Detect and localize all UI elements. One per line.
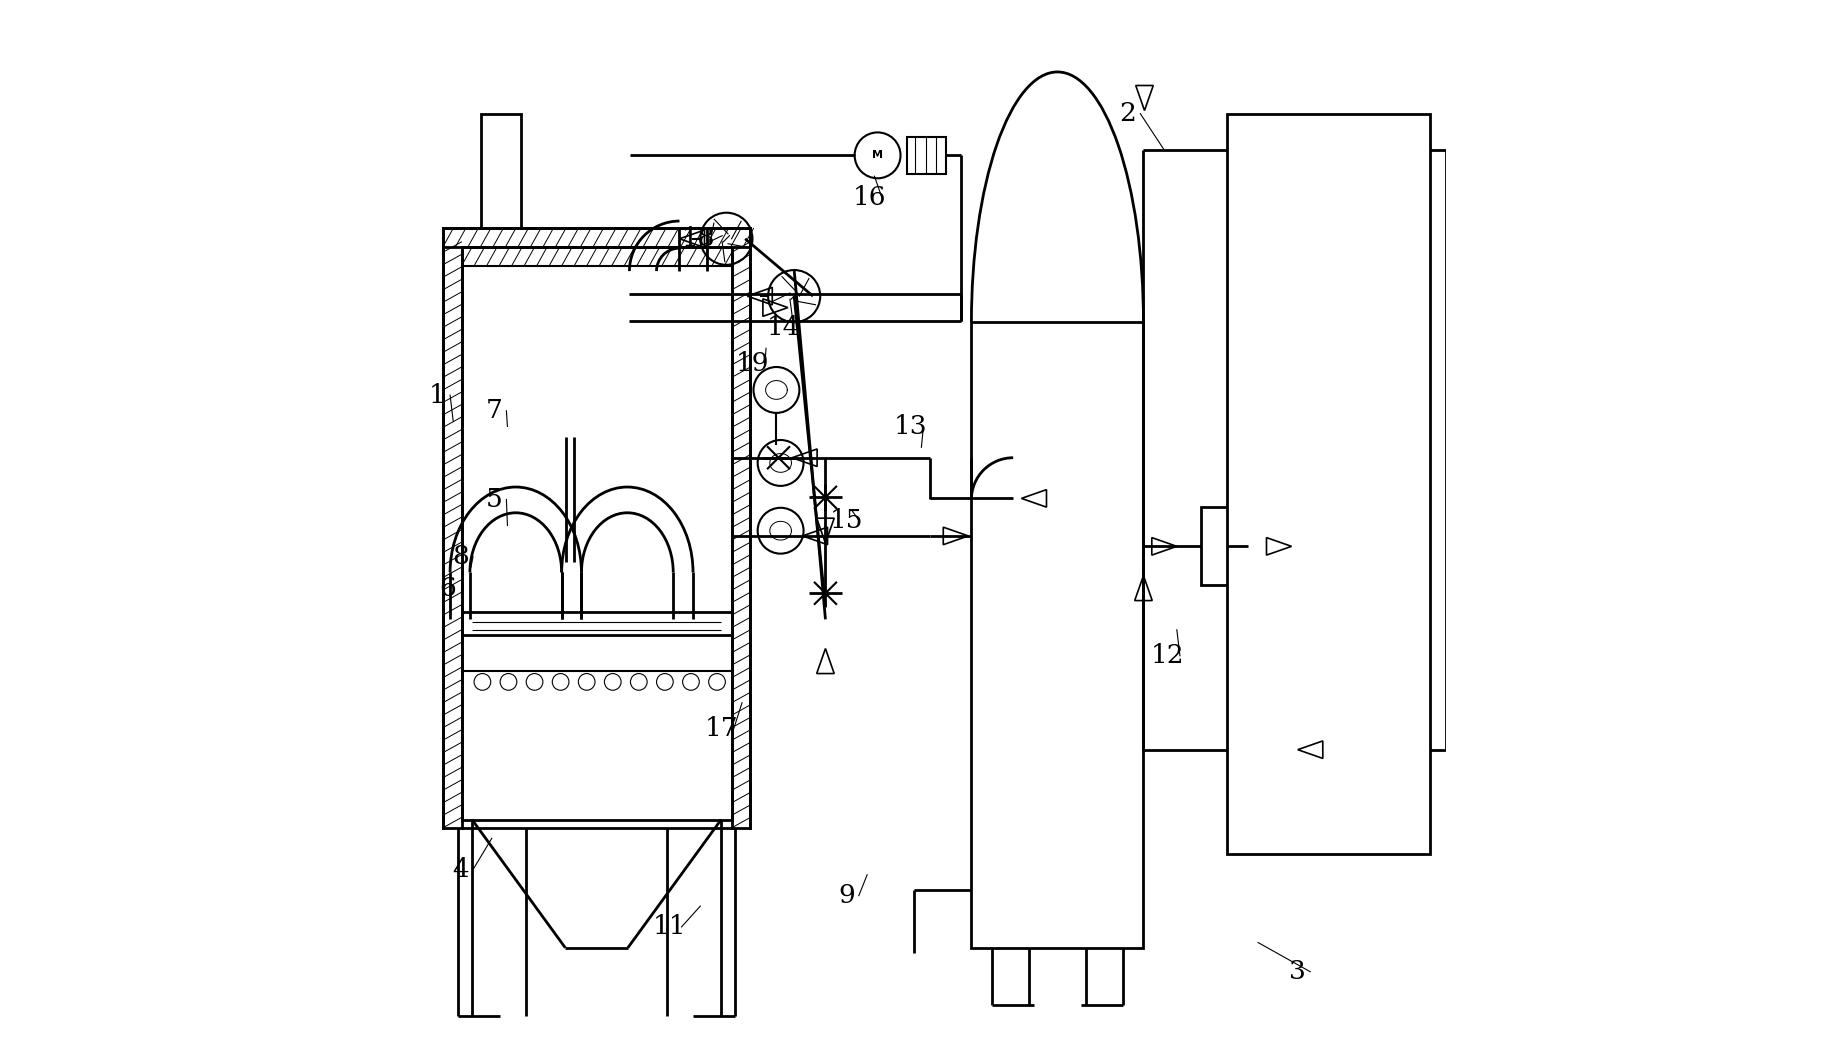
- Text: 15: 15: [830, 508, 863, 533]
- Text: 2: 2: [1118, 101, 1137, 126]
- Text: 9: 9: [837, 883, 854, 908]
- Text: M: M: [872, 150, 883, 161]
- Text: 5: 5: [486, 487, 503, 512]
- Text: 17: 17: [704, 717, 737, 741]
- Text: 13: 13: [894, 414, 928, 439]
- Text: 6: 6: [440, 576, 456, 600]
- Text: 8: 8: [453, 544, 469, 570]
- Bar: [1199, 508, 1247, 585]
- Text: 18: 18: [682, 226, 715, 251]
- Text: 16: 16: [852, 185, 885, 209]
- Bar: [1227, 114, 1429, 854]
- Text: 3: 3: [1288, 960, 1305, 984]
- Bar: [970, 323, 1142, 948]
- Text: 14: 14: [767, 315, 800, 339]
- Bar: [480, 114, 521, 228]
- Bar: [462, 247, 732, 820]
- Text: 1: 1: [429, 383, 445, 408]
- Bar: [442, 228, 750, 828]
- Text: 11: 11: [652, 914, 686, 940]
- Text: 12: 12: [1149, 643, 1183, 668]
- Text: 7: 7: [486, 398, 503, 424]
- Text: 4: 4: [453, 857, 469, 882]
- Text: 19: 19: [736, 351, 769, 376]
- Bar: [906, 137, 946, 174]
